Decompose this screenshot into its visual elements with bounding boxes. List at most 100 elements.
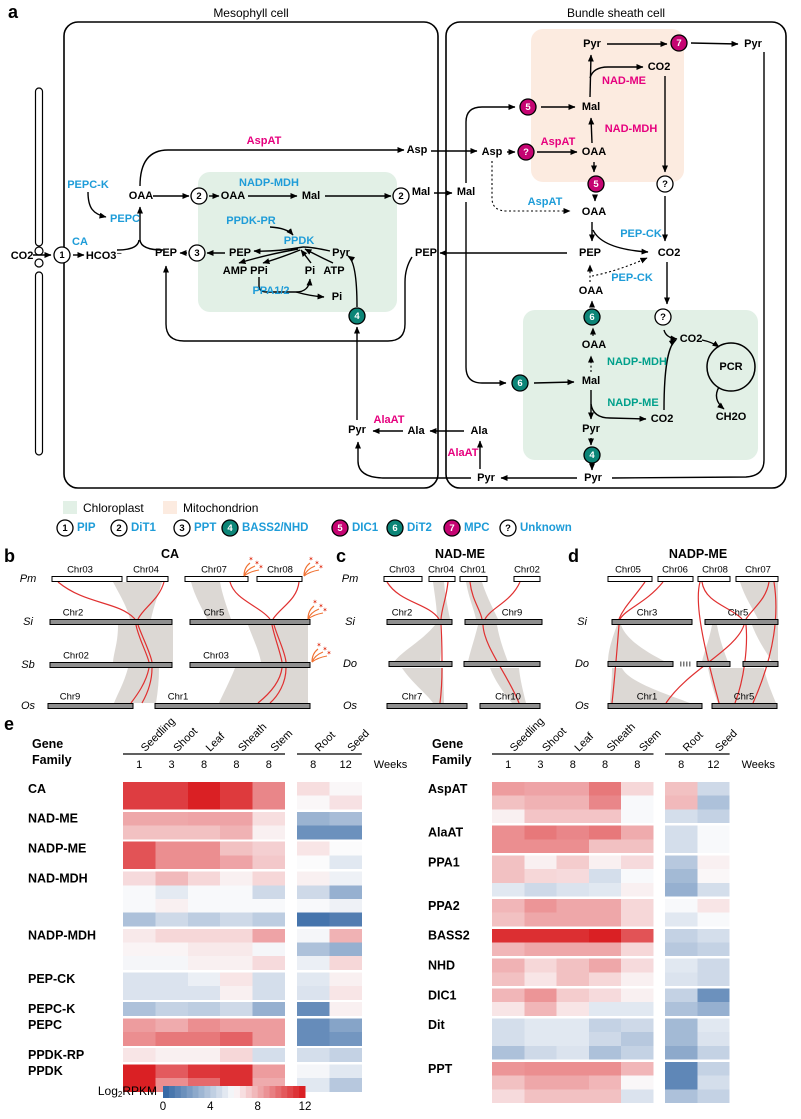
metabolite-asp: Asp	[482, 146, 503, 158]
heatmap-cell	[187, 1002, 221, 1016]
heatmap-cell	[252, 1002, 285, 1016]
heatmap-cell	[252, 942, 285, 957]
metabolite-pcr: PCR	[719, 361, 742, 373]
heatmap-cell	[252, 841, 285, 856]
gene-family-dic1: DIC1	[428, 988, 457, 1002]
synteny-gene-link	[273, 624, 287, 663]
metabolite-oaa: OAA	[582, 339, 607, 351]
transporter-circle-4	[348, 307, 366, 325]
weeks-header: Weeks	[742, 759, 776, 771]
heatmap-cell	[621, 928, 654, 943]
transporter-number: 1	[59, 250, 65, 261]
heatmap-cell	[524, 825, 557, 840]
panel-label-c: c	[336, 546, 347, 566]
chromosome-chr04	[428, 576, 456, 582]
heatmap-cell	[556, 912, 589, 927]
metabolite-ppi: PPi	[250, 265, 268, 277]
panel-b-synteny-CA: CA Chr03 Chr04 Chr07 Chr08 Chr2 Chr5 Chr02 Chr03…	[20, 547, 332, 712]
heatmap-cell	[297, 972, 330, 987]
heatmap-cell	[123, 825, 156, 840]
chromosome-label: Chr07	[201, 565, 227, 576]
heatmap-cell	[588, 1018, 622, 1033]
metabolite-pi: Pi	[332, 291, 342, 303]
gene-family-pepc-k: PEPC-K	[28, 1002, 75, 1016]
heatmap-cell	[329, 885, 362, 899]
svg-text:✶: ✶	[254, 560, 259, 567]
species-label-pm: Pm	[342, 573, 359, 585]
chromosome-label: Chr03	[203, 651, 229, 662]
heatmap-cell	[588, 869, 622, 883]
synteny-gene-link	[137, 581, 165, 620]
heatmap-cell	[697, 912, 730, 927]
transporter-circle-2	[190, 187, 208, 205]
mesophyll-cell-title: Mesophyll cell	[213, 6, 288, 20]
heatmap-cell	[556, 942, 589, 957]
pathway-arrow	[269, 226, 294, 236]
legend-label-chloroplast: Chloroplast	[83, 501, 144, 515]
heatmap-cell	[329, 1002, 362, 1016]
metabolite-mal: Mal	[582, 375, 600, 387]
species-label-os: Os	[575, 700, 590, 712]
colorscale-segment	[180, 1086, 188, 1098]
heatmap-cell	[588, 809, 622, 824]
weeks-value: 8	[602, 759, 608, 771]
chromosome-bar	[607, 661, 674, 667]
heatmap-cell	[155, 841, 188, 856]
heatmap-cell	[588, 898, 622, 913]
heatmap-cell	[329, 898, 362, 913]
chromosome-chr2	[386, 619, 453, 625]
legend-transporter-circle-dit1	[110, 519, 128, 537]
chromosome-label: Chr03	[67, 565, 93, 576]
heatmap-cell	[524, 869, 557, 883]
metabolite-oaa: OAA	[579, 285, 604, 297]
heatmap-cell	[252, 928, 285, 943]
heatmap-cell	[621, 958, 654, 973]
transporter-circle-7	[670, 34, 688, 52]
heatmap-cell	[492, 1061, 525, 1076]
heatmap-cell	[556, 972, 589, 987]
transporter-number: 6	[392, 523, 397, 534]
synteny-gene-link	[619, 581, 664, 620]
legend-transporter-circle-pip	[56, 519, 74, 537]
heatmap-cell	[621, 942, 654, 957]
panel-a-pathway-diagram: Mesophyll cell Bundle sheath cell CO2 HCO3⁻…	[11, 6, 787, 537]
tissue-label-seedling: Seedling	[508, 715, 547, 754]
legend-transporter-label: BASS2/NHD	[242, 522, 308, 534]
heatmap-cell	[252, 956, 285, 970]
heatmap-cell	[588, 928, 622, 943]
heatmap-cell	[665, 825, 698, 840]
transporter-number: 5	[525, 102, 531, 113]
colorscale-segment	[168, 1086, 176, 1098]
heatmap-cell	[697, 942, 730, 957]
synteny-gene-link	[141, 667, 153, 704]
metabolite-pyr: Pyr	[348, 424, 366, 436]
colorscale-segment	[245, 1086, 253, 1098]
weeks-value: 8	[634, 759, 640, 771]
heatmap-cell	[492, 972, 525, 987]
heatmap-cell	[492, 1089, 525, 1103]
heatmap-cell	[252, 885, 285, 899]
synteny-gene-link	[618, 581, 646, 620]
heatmap-cell	[621, 825, 654, 840]
heatmap-cell	[665, 972, 698, 987]
weeks-value: 8	[310, 759, 316, 771]
heatmap-cell	[697, 795, 730, 810]
enzyme-nad-me: NAD-ME	[602, 75, 646, 87]
svg-text:✶: ✶	[308, 556, 313, 563]
pathway-arrow	[300, 249, 312, 264]
colorscale-segment	[198, 1086, 205, 1098]
heatmap-cell	[524, 898, 557, 913]
tissue-label-seedling: Seedling	[139, 715, 178, 754]
heatmap-cell	[697, 1032, 730, 1046]
heatmap-cell	[155, 972, 188, 987]
synteny-gene-link	[469, 581, 483, 620]
transporter-number: 3	[179, 523, 184, 534]
transporter-circle-4	[583, 446, 601, 464]
enzyme-ca: CA	[72, 236, 88, 248]
heatmap-cell	[697, 855, 730, 870]
svg-text:✶: ✶	[322, 607, 327, 614]
metabolite-oaa: OAA	[582, 146, 607, 158]
heatmap-cell	[187, 1018, 221, 1033]
heatmap-cell	[665, 839, 698, 853]
heatmap-cell	[123, 811, 156, 826]
